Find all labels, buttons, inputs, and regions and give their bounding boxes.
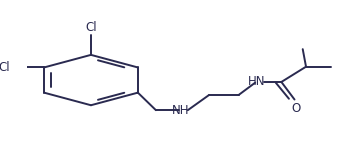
Text: NH: NH <box>172 104 189 117</box>
Text: HN: HN <box>248 75 266 88</box>
Text: Cl: Cl <box>0 61 10 74</box>
Text: O: O <box>292 102 301 115</box>
Text: Cl: Cl <box>85 20 97 34</box>
